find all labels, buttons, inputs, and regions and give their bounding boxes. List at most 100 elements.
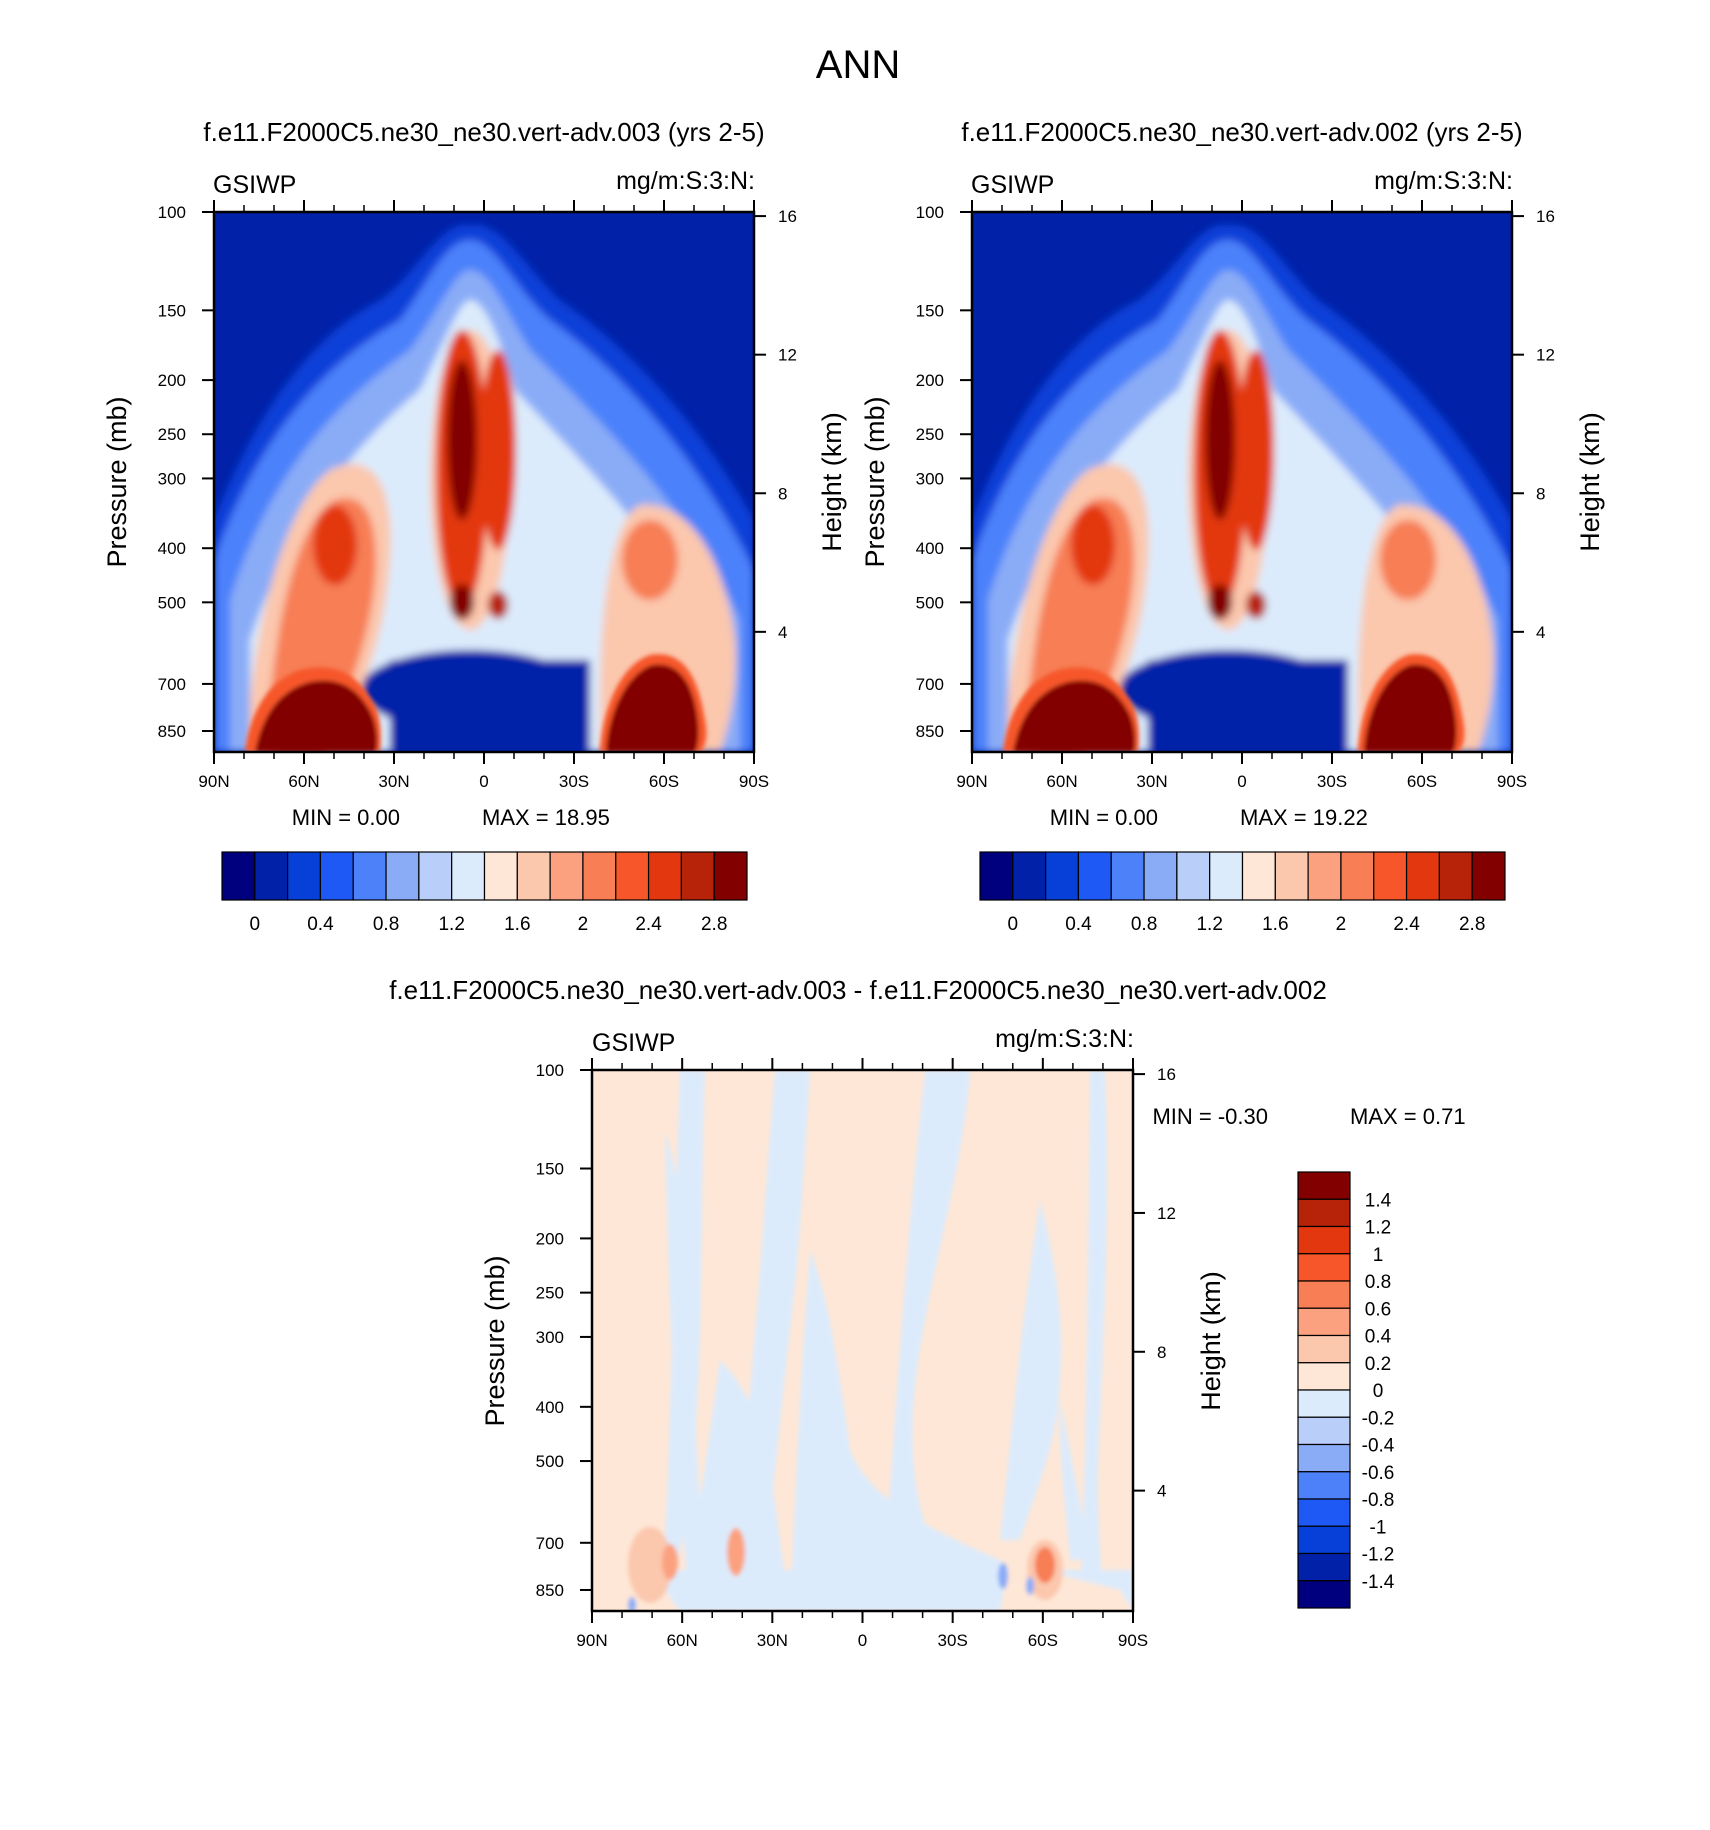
y-tick-label: 300 (158, 469, 186, 488)
y-tick-label: 100 (158, 203, 186, 222)
colorbar-swatch (1297, 1280, 1351, 1309)
colorbar-label: -1.2 (1362, 1545, 1395, 1566)
colorbar-swatch (385, 851, 420, 901)
y-tick-label: 700 (536, 1534, 564, 1553)
colorbar-swatch (582, 851, 617, 901)
colorbar-swatch (1143, 851, 1178, 901)
colorbar-swatch (1297, 1171, 1351, 1200)
colorbar: 0 0.4 0.8 1.2 1.6 2 2.4 2.8 (979, 851, 1506, 935)
colorbar-swatch (418, 851, 453, 901)
colorbar-swatch (1274, 851, 1309, 901)
y-tick-label: 200 (536, 1229, 564, 1248)
colorbar-swatch (1297, 1580, 1351, 1609)
y-tick-label: 100 (536, 1061, 564, 1080)
colorbar-label: 2.4 (635, 914, 662, 935)
y-right-tick-label: 8 (1157, 1343, 1166, 1362)
colorbar: 1.4 1.2 1 0.8 0.6 0.4 0.2 0 -0.2 -0.4 -0.6 -0.8 -1 -1… (1297, 1171, 1395, 1609)
colorbar-swatch (1297, 1552, 1351, 1582)
y-right-tick-label: 8 (1536, 484, 1545, 503)
y-tick-label: 150 (916, 301, 944, 320)
y-axis-label: Pressure (mb) (102, 396, 132, 567)
colorbar-label: 0.6 (1365, 1299, 1391, 1320)
y-tick-label: 500 (916, 593, 944, 612)
colorbar-label: 0.8 (1131, 914, 1157, 935)
colorbar-label: 2.8 (1459, 914, 1485, 935)
colorbar-label: 0.4 (1065, 914, 1092, 935)
colorbar-swatch (1405, 851, 1440, 901)
x-tick-label: 30S (559, 772, 589, 791)
colorbar-label: -0.2 (1362, 1408, 1395, 1429)
max-stat: MAX = 18.95 (482, 805, 610, 830)
colorbar-swatch (1297, 1471, 1351, 1500)
colorbar-label: 0 (250, 914, 261, 935)
x-tick-label: 30N (378, 772, 409, 791)
y-right-tick-label: 16 (1157, 1065, 1176, 1084)
x-tick-label: 60S (649, 772, 679, 791)
x-tick-label: 60N (1046, 772, 1077, 791)
y-right-axis-label: Height (km) (817, 412, 847, 552)
colorbar-swatch (1077, 851, 1112, 901)
x-tick-label: 90S (1497, 772, 1527, 791)
x-tick-label: 60S (1028, 1631, 1058, 1650)
colorbar-label: 0 (1008, 914, 1019, 935)
y-tick-label: 850 (158, 722, 186, 741)
colorbar-label: -0.6 (1362, 1463, 1395, 1484)
y-right-tick-label: 16 (778, 207, 797, 226)
y-axis-label: Pressure (mb) (860, 396, 890, 567)
panel-title: f.e11.F2000C5.ne30_ne30.vert-adv.003 - f… (389, 975, 1327, 1005)
y-tick-label: 250 (536, 1284, 564, 1303)
x-tick-label: 0 (479, 772, 488, 791)
colorbar-swatch (1297, 1198, 1351, 1228)
y-tick-label: 250 (916, 425, 944, 444)
colorbar-label: 1.6 (504, 914, 530, 935)
units-label: mg/m:S:3:N: (1374, 167, 1513, 195)
contour-field (214, 212, 754, 752)
x-axis: 90N 60N 30N 0 30S 60S 90S (576, 1058, 1148, 1650)
colorbar-swatch (1241, 851, 1276, 901)
x-tick-label: 0 (1237, 772, 1246, 791)
max-stat: MAX = 0.71 (1350, 1104, 1466, 1129)
colorbar-swatch (1438, 851, 1473, 901)
y-tick-label: 400 (916, 539, 944, 558)
contour-field (972, 212, 1512, 752)
colorbar-swatch (1110, 851, 1145, 901)
x-tick-label: 90S (739, 772, 769, 791)
x-tick-label: 90N (198, 772, 229, 791)
x-tick-label: 30S (938, 1631, 968, 1650)
variable-label: GSIWP (213, 171, 296, 199)
colorbar-label: 0.8 (373, 914, 399, 935)
figure-title: ANN (816, 43, 900, 87)
colorbar-label: 1 (1373, 1245, 1384, 1266)
colorbar-swatch (615, 851, 650, 901)
y-tick-label: 850 (916, 722, 944, 741)
colorbar-swatch (1297, 1334, 1351, 1364)
colorbar-label: 0.4 (307, 914, 334, 935)
colorbar-swatch (451, 851, 486, 901)
variable-label: GSIWP (971, 171, 1054, 199)
colorbar-label: -1.4 (1362, 1572, 1395, 1593)
x-tick-label: 30N (757, 1631, 788, 1650)
y-right-axis: 16 12 8 4 (1512, 207, 1555, 642)
y-right-axis-label: Height (km) (1575, 412, 1605, 552)
colorbar-label: 2 (578, 914, 589, 935)
colorbar-label: 0.4 (1365, 1327, 1392, 1348)
colorbar-swatch (319, 851, 354, 901)
colorbar-swatch (352, 851, 387, 901)
y-right-tick-label: 12 (778, 346, 797, 365)
y-tick-label: 300 (536, 1328, 564, 1347)
colorbar-label: 1.6 (1262, 914, 1288, 935)
x-axis: 90N 60N 30N 0 30S 60S 90S (956, 200, 1527, 791)
min-stat: MIN = -0.30 (1152, 1104, 1268, 1129)
y-right-axis: 16 12 8 4 (754, 207, 797, 642)
y-axis: 100 150 200 250 300 400 500 700 850 (916, 203, 972, 741)
y-tick-label: 850 (536, 1581, 564, 1600)
y-tick-label: 200 (916, 371, 944, 390)
colorbar-swatch (483, 851, 518, 901)
x-tick-label: 30N (1136, 772, 1167, 791)
colorbar-swatch (1307, 851, 1342, 901)
colorbar-swatch (1471, 851, 1506, 901)
x-axis: 90N 60N 30N 0 30S 60S 90S (198, 200, 769, 791)
colorbar-label: 2 (1336, 914, 1347, 935)
y-right-axis-label: Height (km) (1196, 1271, 1226, 1411)
